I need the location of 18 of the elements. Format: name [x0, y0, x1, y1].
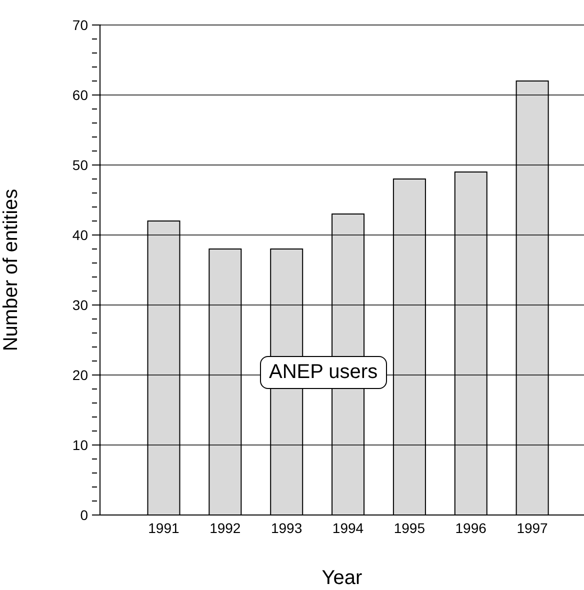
y-tick-label: 30: [72, 297, 88, 313]
y-tick-label: 50: [72, 157, 88, 173]
y-axis-title: Number of entities: [0, 188, 22, 352]
y-tick-label: 0: [80, 507, 88, 523]
x-tick-label: 1992: [210, 520, 241, 536]
y-tick-label: 70: [72, 17, 88, 33]
y-tick-label: 20: [72, 367, 88, 383]
y-tick-label: 40: [72, 227, 88, 243]
x-tick-label: 1995: [394, 520, 426, 536]
y-tick-label: 60: [72, 87, 88, 103]
x-tick-label: 1997: [516, 520, 548, 536]
y-tick-label: 10: [72, 437, 88, 453]
x-axis-title: Year: [322, 567, 363, 589]
x-tick-label: 1993: [270, 520, 302, 536]
x-tick-label: 1996: [455, 520, 487, 536]
x-tick-label: 1991: [148, 520, 180, 536]
note-box: ANEP users: [260, 356, 387, 389]
x-tick-label: 1994: [332, 520, 364, 536]
